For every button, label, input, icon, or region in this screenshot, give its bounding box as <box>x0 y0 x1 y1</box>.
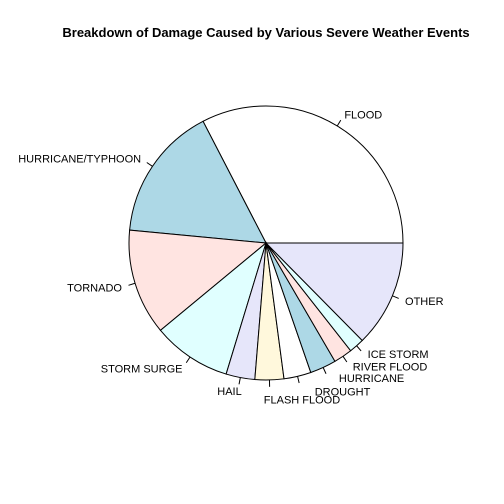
slice-storm-surge <box>159 241 267 375</box>
leader-hurricane-typhoon <box>146 162 153 167</box>
pie-slices <box>128 105 404 381</box>
leader-tornado <box>128 282 136 286</box>
label-other: OTHER <box>405 296 444 308</box>
leader-storm-surge <box>185 356 191 364</box>
label-drought: DROUGHT <box>315 387 371 399</box>
label-hurricane: HURRICANE <box>339 373 404 385</box>
slice-hurricane-typhoon <box>129 120 267 244</box>
label-river-flood: RIVER FLOOD <box>353 362 428 374</box>
label-hail: HAIL <box>217 386 241 398</box>
pie-labels: FLOOD HURRICANE/TYPHOON TORNADO STORM SURGE… <box>18 109 443 406</box>
label-ice-storm: ICE STORM <box>368 349 429 361</box>
leader-flood <box>336 119 342 127</box>
slice-tornado <box>128 229 268 332</box>
label-tornado: TORNADO <box>67 282 122 294</box>
leader-hurricane <box>322 367 327 374</box>
slice-other <box>264 242 404 342</box>
leader-other <box>392 295 399 299</box>
leader-ice-storm <box>356 345 362 352</box>
label-flash-flood: FLASH FLOOD <box>264 395 340 407</box>
leader-river-flood <box>342 356 348 363</box>
label-storm-surge: STORM SURGE <box>101 363 183 375</box>
leader-hail <box>238 377 241 385</box>
leader-drought <box>297 376 300 384</box>
slice-flood <box>202 105 404 244</box>
chart-title: Breakdown of Damage Caused by Various Se… <box>62 25 469 40</box>
label-flood: FLOOD <box>344 109 382 121</box>
label-hurricane-typhoon: HURRICANE/TYPHOON <box>18 154 141 166</box>
